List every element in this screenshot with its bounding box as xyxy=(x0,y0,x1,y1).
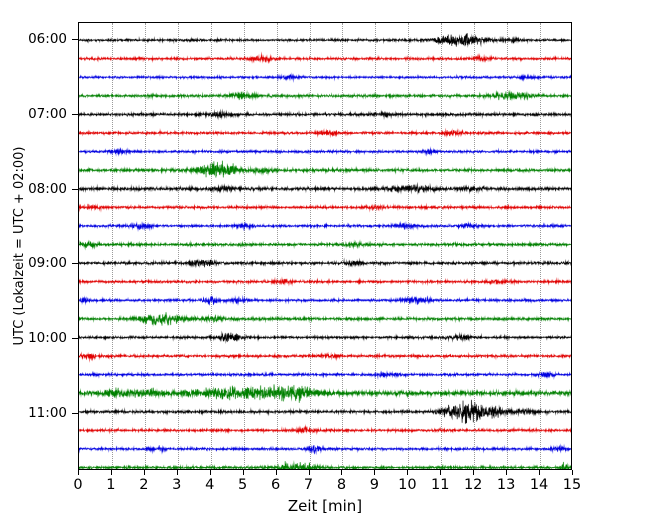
x-tick-label: 14 xyxy=(529,477,549,493)
y-tick-label: 07:00 xyxy=(28,105,67,122)
y-tick-mark xyxy=(72,337,78,339)
plot-area[interactable] xyxy=(78,22,572,470)
x-tick-mark xyxy=(506,470,508,475)
x-tick-mark xyxy=(407,470,409,475)
x-tick-label: 13 xyxy=(496,477,516,493)
x-tick-label: 6 xyxy=(270,477,281,493)
x-tick-mark xyxy=(110,470,112,475)
x-tick-label: 15 xyxy=(562,477,582,493)
y-tick-mark xyxy=(72,39,78,41)
x-tick-label: 1 xyxy=(106,477,116,493)
x-tick-label: 11 xyxy=(431,477,450,493)
x-tick-label: 2 xyxy=(139,477,149,493)
x-tick-label: 5 xyxy=(238,477,248,493)
y-axis-label: UTC (Lokalzeit = UTC + 02:00) xyxy=(12,146,27,346)
x-tick-mark xyxy=(440,470,442,475)
x-axis-label: Zeit [min] xyxy=(287,497,363,515)
x-tick-mark xyxy=(308,470,310,475)
x-tick-label: 0 xyxy=(73,477,83,493)
x-tick-mark xyxy=(572,470,573,475)
x-tick-mark xyxy=(176,470,178,475)
y-tick-mark xyxy=(72,188,78,190)
x-tick-mark xyxy=(539,470,541,475)
y-tick-label: 11:00 xyxy=(28,404,67,421)
x-tick-label: 10 xyxy=(398,477,417,493)
y-tick-label: 10:00 xyxy=(28,329,67,346)
seismogram-traces-canvas xyxy=(79,23,571,469)
x-tick-mark xyxy=(473,470,475,475)
x-tick-mark xyxy=(143,470,145,475)
x-tick-label: 3 xyxy=(172,477,182,493)
x-tick-label: 9 xyxy=(369,477,380,493)
x-tick-mark xyxy=(275,470,277,475)
x-tick-label: 7 xyxy=(303,477,314,493)
x-tick-label: 12 xyxy=(463,477,483,493)
x-tick-label: 4 xyxy=(205,477,215,493)
y-tick-label: 08:00 xyxy=(28,180,67,197)
x-tick-mark xyxy=(209,470,211,475)
y-tick-mark xyxy=(72,412,78,414)
x-tick-mark xyxy=(78,470,79,475)
y-tick-mark xyxy=(72,263,78,265)
x-tick-label: 8 xyxy=(336,477,347,493)
y-tick-label: 09:00 xyxy=(28,255,67,272)
x-tick-mark xyxy=(242,470,244,475)
y-tick-mark xyxy=(72,113,78,115)
y-tick-label: 06:00 xyxy=(28,31,67,48)
x-tick-mark xyxy=(341,470,343,475)
x-tick-mark xyxy=(374,470,376,475)
